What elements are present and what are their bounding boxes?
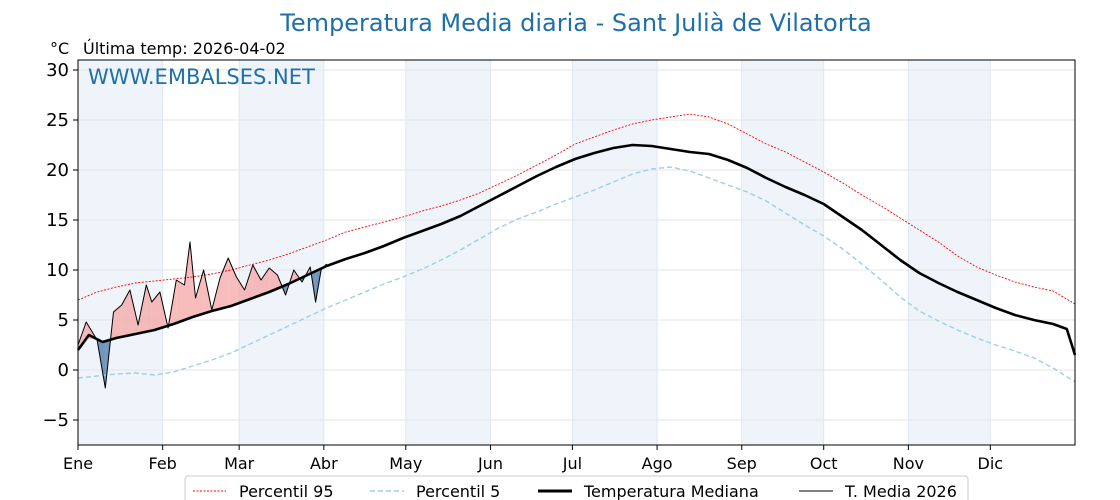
legend-box [184, 475, 969, 500]
current-line [77, 241, 327, 389]
month-shade-band [78, 60, 163, 445]
above-median-fill [228, 258, 237, 307]
above-median-fill [220, 258, 229, 309]
chart-title: Temperatura Media diaria - Sant Julià de… [279, 9, 871, 37]
x-tick-label: May [389, 454, 422, 473]
watermark: WWW.EMBALSES.NET [88, 65, 315, 89]
legend-median-label: Temperatura Mediana [583, 482, 759, 500]
above-median-fill [252, 265, 261, 298]
p5-line [77, 166, 1076, 383]
x-tick-label: Mar [224, 454, 255, 473]
y-tick-label: 25 [46, 110, 69, 131]
legend: Percentil 95 Percentil 5 Temperatura Med… [184, 475, 969, 500]
month-shade-band [572, 60, 658, 445]
month-shading [78, 60, 991, 445]
series-lines [76, 113, 1077, 389]
y-axis-ticks: −5 0 5 10 15 20 25 30 [42, 60, 78, 431]
x-tick-label: Nov [893, 454, 924, 473]
x-tick-label: Feb [149, 454, 177, 473]
above-median-fill [113, 305, 122, 339]
above-median-fill [176, 280, 185, 323]
month-shade-band [908, 60, 991, 445]
legend-current-label: T. Media 2026 [844, 482, 957, 500]
legend-p5-label: Percentil 5 [416, 482, 500, 500]
above-median-fill [236, 277, 245, 304]
x-tick-label: Jun [477, 454, 503, 473]
x-tick-label: Sep [727, 454, 757, 473]
y-tick-label: −5 [42, 410, 69, 431]
plot-frame [77, 59, 1076, 446]
y-tick-label: 30 [46, 60, 69, 81]
above-median-fill [261, 268, 270, 295]
y-tick-label: 10 [46, 260, 69, 281]
median-line [76, 143, 1077, 356]
above-median-fill [244, 265, 253, 301]
x-axis-ticks: Ene Feb Mar Abr May Jun Jul Ago Sep Oct Nov Dic [63, 445, 1003, 473]
above-median-fill [129, 290, 139, 336]
month-shade-band [405, 60, 491, 445]
y-tick-label: 20 [46, 160, 69, 181]
unit-label: °C [50, 39, 69, 58]
above-median-fill [146, 285, 152, 332]
y-tick-label: 0 [58, 360, 69, 381]
x-tick-label: Ene [63, 454, 93, 473]
legend-p95-label: Percentil 95 [239, 482, 334, 500]
above-median-fill [269, 268, 278, 292]
above-median-fill [184, 242, 190, 320]
month-shade-band [741, 60, 824, 445]
last-temp-label: Última temp: 2026-04-02 [83, 39, 286, 58]
x-tick-label: Ago [642, 454, 673, 473]
p95-line [77, 113, 1076, 305]
x-tick-label: Dic [978, 454, 1004, 473]
y-tick-label: 15 [46, 210, 69, 231]
x-tick-label: Oct [810, 454, 838, 473]
x-tick-label: Jul [562, 454, 582, 473]
grid-lines [77, 60, 1075, 445]
x-tick-label: Abr [310, 454, 338, 473]
above-median-fill [195, 270, 204, 317]
y-tick-label: 5 [58, 310, 69, 331]
above-median-fill [151, 292, 160, 331]
month-shade-band [239, 60, 324, 445]
